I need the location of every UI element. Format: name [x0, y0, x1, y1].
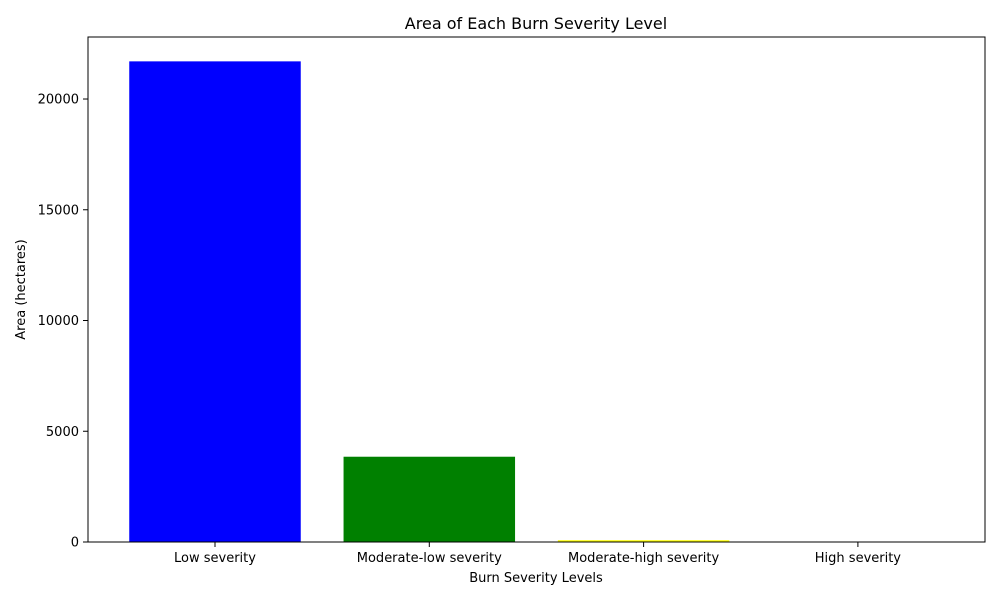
- x-tick-label: Moderate-low severity: [357, 551, 502, 566]
- y-axis-label: Area (hectares): [14, 239, 29, 339]
- bar-moderate-low-severity: [343, 456, 516, 542]
- bars: [129, 61, 944, 542]
- bar-moderate-high-severity: [557, 540, 730, 542]
- x-tick-label: High severity: [815, 551, 902, 566]
- y-tick-label: 20000: [38, 93, 79, 108]
- x-axis-label: Burn Severity Levels: [469, 571, 603, 586]
- x-tick-label: Moderate-high severity: [568, 551, 720, 566]
- y-axis-ticks: 0 5000 10000 15000 20000: [38, 93, 88, 551]
- chart-title: Area of Each Burn Severity Level: [405, 14, 667, 33]
- bar-low-severity: [129, 61, 301, 542]
- x-tick-label: Low severity: [174, 551, 256, 566]
- x-axis-ticks: Low severity Moderate-low severity Moderat…: [174, 542, 901, 566]
- plot-frame: [87, 36, 986, 543]
- y-tick-label: 5000: [46, 425, 79, 440]
- y-tick-label: 10000: [38, 314, 79, 329]
- y-tick-label: 15000: [38, 203, 79, 218]
- y-tick-label: 0: [71, 536, 79, 551]
